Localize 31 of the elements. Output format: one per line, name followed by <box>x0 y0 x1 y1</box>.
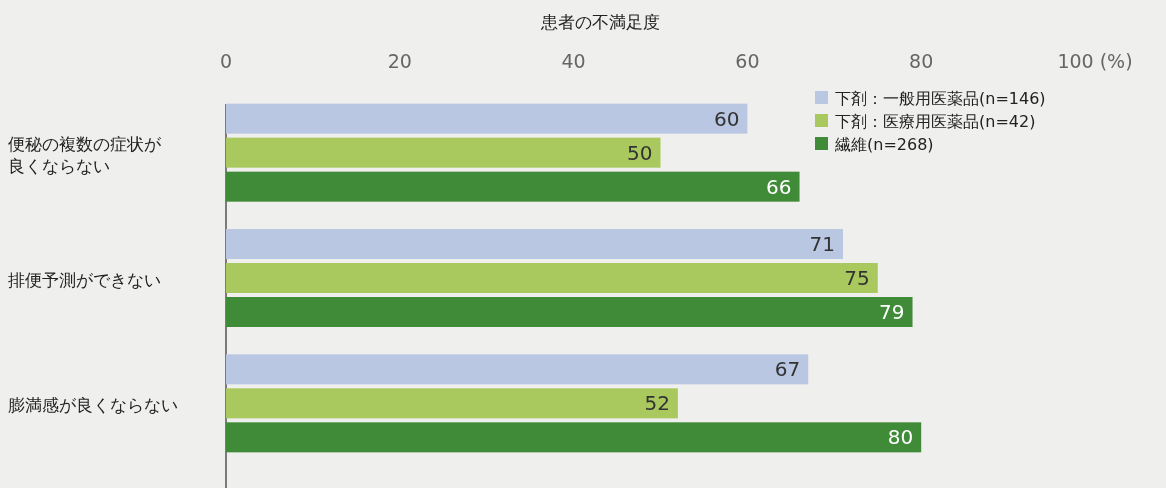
legend-label: 下剤：一般用医薬品(n=146) <box>835 89 1046 108</box>
data-label: 71 <box>809 232 835 256</box>
data-label: 50 <box>627 140 653 165</box>
legend-label: 下剤：医療用医薬品(n=42) <box>835 112 1036 131</box>
y-tick-label: 排便予測ができない <box>8 270 161 290</box>
x-tick-label: 100 (%) <box>1057 50 1133 72</box>
legend-label: 繊維(n=268) <box>834 135 934 154</box>
bar <box>226 103 748 134</box>
bar <box>226 422 922 453</box>
data-label: 60 <box>713 106 740 131</box>
y-tick-label: 便秘の複数の症状が良くならない <box>8 133 162 176</box>
x-tick-label: 20 <box>387 50 412 72</box>
bar <box>226 171 800 202</box>
x-tick-label: 40 <box>561 50 586 72</box>
x-tick-label: 0 <box>219 50 233 72</box>
bar <box>226 297 913 327</box>
data-label: 52 <box>644 391 670 416</box>
data-label: 79 <box>879 300 905 324</box>
bar <box>226 354 809 385</box>
x-tick-label: 60 <box>735 50 760 72</box>
bar <box>226 229 843 259</box>
bar <box>226 137 661 168</box>
data-label: 66 <box>766 174 792 199</box>
x-axis-title: 患者の不満足度 <box>540 12 660 32</box>
bar <box>226 388 678 419</box>
data-label: 67 <box>774 357 801 382</box>
bar <box>226 263 878 293</box>
data-label: 80 <box>887 425 914 450</box>
x-tick-label: 80 <box>909 50 934 72</box>
y-tick-label: 膨満感が良くならない <box>8 395 178 416</box>
data-label: 75 <box>844 266 870 290</box>
